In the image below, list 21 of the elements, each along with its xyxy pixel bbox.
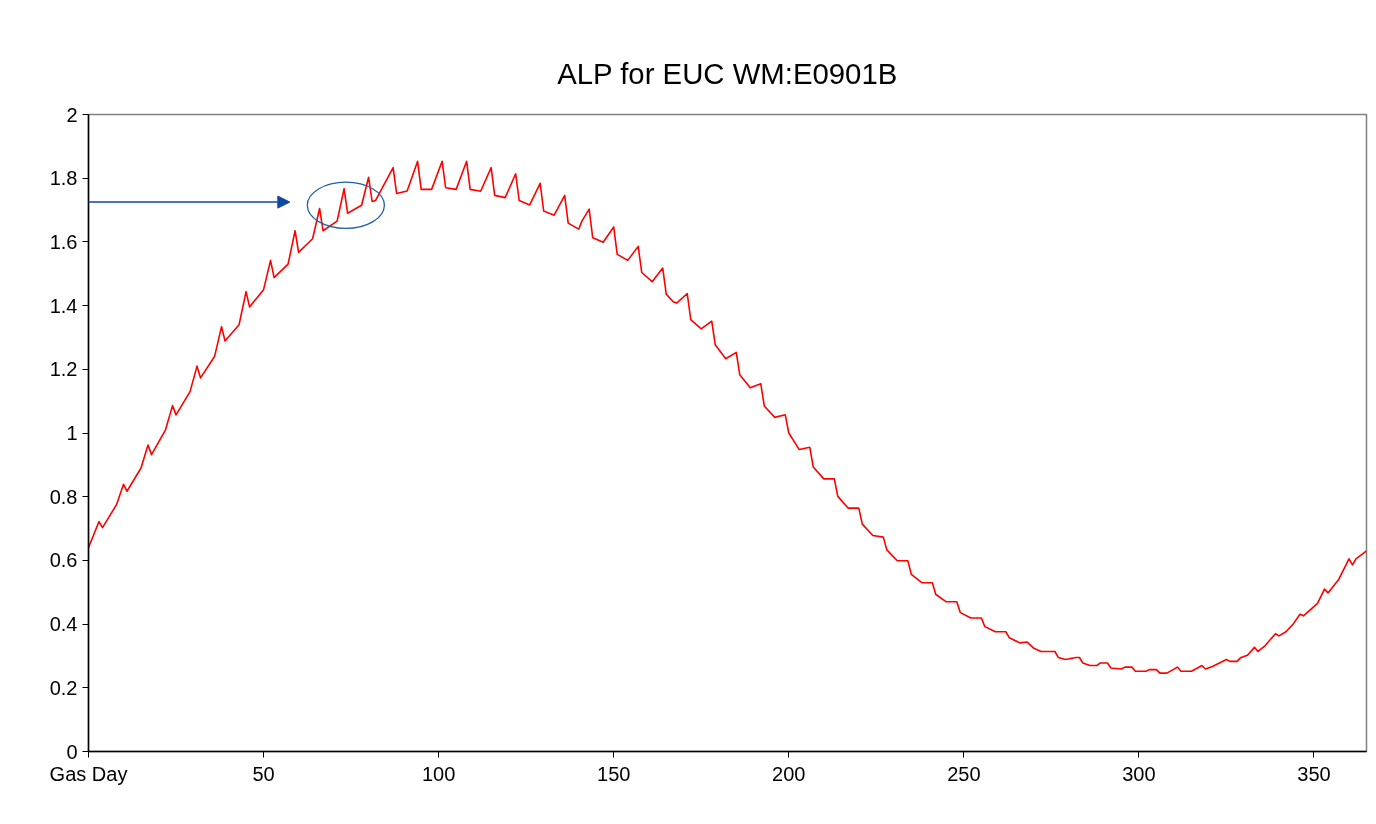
y-tick-label: 1.4: [49, 294, 78, 317]
y-tick-label: 1: [66, 422, 78, 444]
y-tick-label: 0.2: [49, 676, 78, 699]
chart-title: ALP for EUC WM:E0901B: [557, 56, 898, 90]
y-tick-label: 0.4: [49, 613, 78, 636]
y-tick-label: 1.8: [49, 167, 78, 190]
x-tick-label: 300: [1122, 762, 1156, 785]
x-tick-label: 50: [252, 762, 275, 785]
line-series: [88, 160, 1367, 674]
y-tick-label: 1.2: [49, 358, 78, 381]
y-tick-label: 0: [66, 740, 78, 763]
x-tick-label: 350: [1297, 762, 1331, 785]
y-tick-label: 2: [66, 103, 78, 126]
y-tick-label: 1.6: [49, 230, 78, 253]
x-tick-label: 150: [597, 762, 631, 785]
y-tick-label: 0.6: [49, 549, 78, 572]
x-tick-label: Gas Day: [49, 762, 128, 785]
x-tick-label: 200: [772, 762, 806, 785]
x-tick-label: 100: [421, 762, 456, 785]
x-tick-label: 250: [947, 762, 981, 785]
y-tick-label: 0.8: [49, 485, 78, 508]
